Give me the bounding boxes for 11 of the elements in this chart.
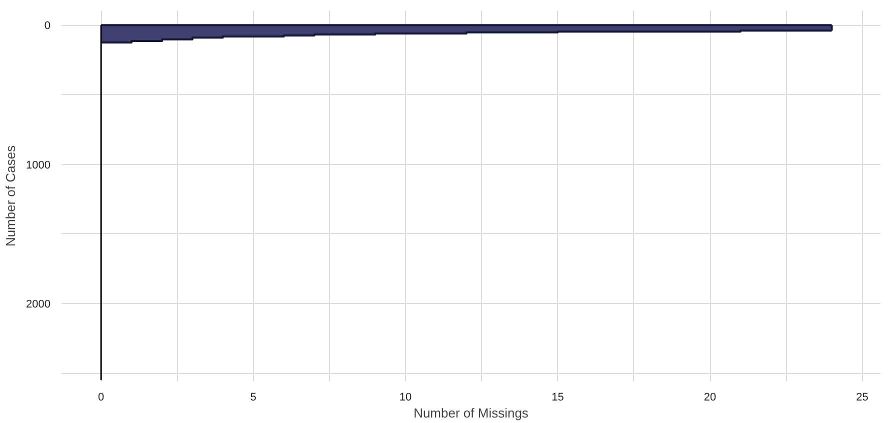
y-axis-title: Number of Cases — [3, 144, 18, 247]
x-tick-label: 0 — [98, 392, 104, 404]
x-tick-label: 15 — [552, 392, 564, 404]
x-axis-title: Number of Missings — [414, 406, 529, 420]
y-tick-label: 1000 — [26, 159, 51, 172]
x-tick-label: 20 — [704, 392, 716, 404]
y-tick-label: 2000 — [26, 298, 51, 311]
x-tick-label: 5 — [250, 392, 256, 404]
y-tick-label: 0 — [44, 20, 51, 32]
x-tick-label: 25 — [856, 392, 868, 404]
x-tick-label: 10 — [399, 392, 412, 404]
